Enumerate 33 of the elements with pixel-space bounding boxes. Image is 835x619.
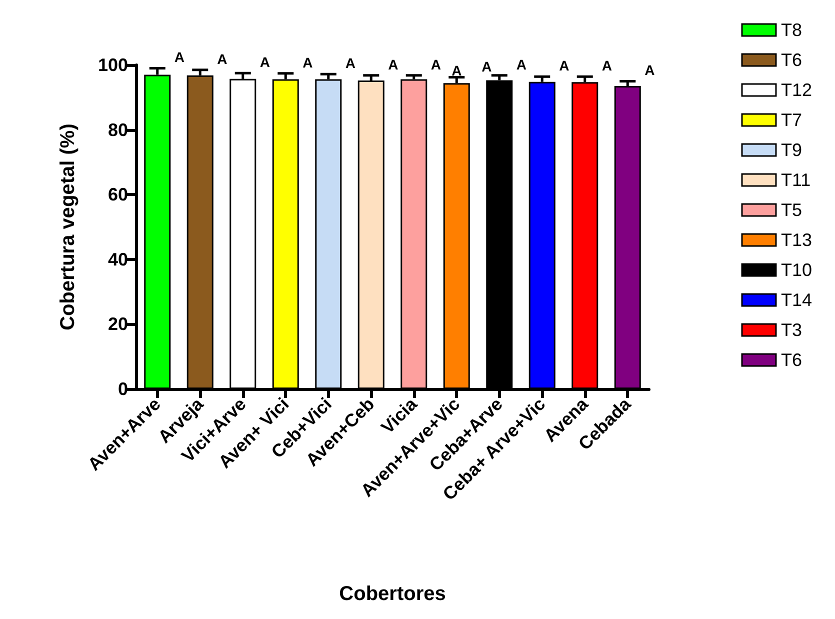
annotation: A xyxy=(174,49,184,66)
annotation: A xyxy=(482,58,492,74)
legend-label: T14 xyxy=(780,290,812,310)
legend-label: T7 xyxy=(780,110,802,130)
legend-label: T11 xyxy=(780,170,811,190)
annotation: A xyxy=(388,56,398,72)
annotation: A xyxy=(345,55,356,72)
legend-label: T10 xyxy=(780,260,812,280)
legend-label: T12 xyxy=(780,80,812,100)
legend-label: T9 xyxy=(780,140,802,160)
annotation: A xyxy=(452,62,462,78)
y-tick-label: 40 xyxy=(108,249,128,270)
annotation: A xyxy=(260,54,270,70)
y-tick-label: 60 xyxy=(108,184,128,205)
x-axis-title: Cobertores xyxy=(339,583,446,605)
y-tick-label: 100 xyxy=(98,55,128,75)
annotation: A xyxy=(602,58,612,74)
legend-label: T6 xyxy=(780,350,802,370)
annotation: A xyxy=(217,50,228,67)
legend-label: T13 xyxy=(780,230,812,250)
annotation: A xyxy=(559,58,570,74)
annotation: A xyxy=(516,56,526,72)
y-tick-label: 20 xyxy=(108,314,128,334)
annotation: A xyxy=(644,62,655,78)
annotation: A xyxy=(302,54,313,70)
legend-label: T8 xyxy=(780,20,802,40)
y-tick-label: 80 xyxy=(108,120,128,140)
annotation: A xyxy=(430,56,441,72)
legend-label: T5 xyxy=(780,200,802,220)
legend-label: T6 xyxy=(780,50,802,70)
y-axis-title: Cobertura vegetal (%) xyxy=(57,124,79,330)
y-tick-label: 0 xyxy=(118,379,128,399)
legend-label: T3 xyxy=(780,320,802,340)
